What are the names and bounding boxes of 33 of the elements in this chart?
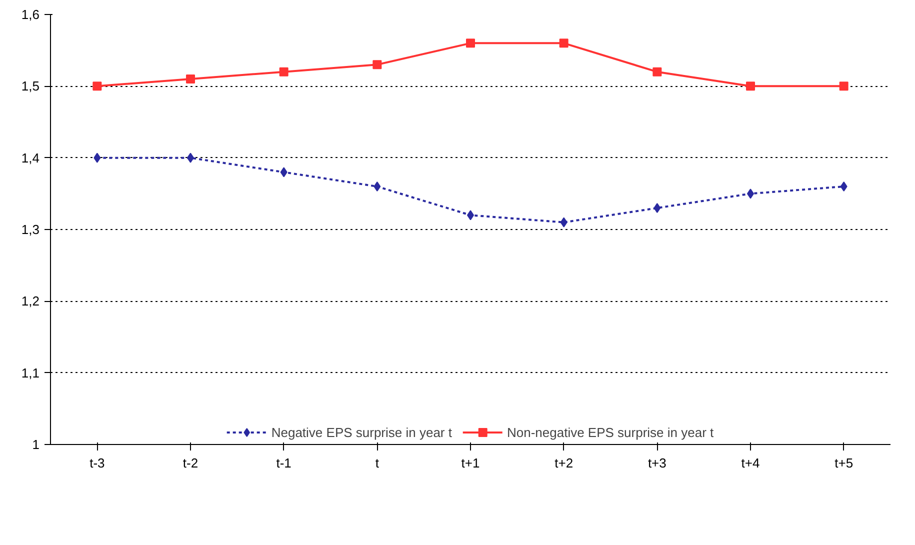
x-tick-label: t+4 (741, 456, 760, 470)
point (280, 167, 288, 178)
point (374, 182, 381, 192)
x-tick-label: t (375, 456, 380, 470)
point (279, 67, 288, 76)
x-tick-label: t-2 (182, 456, 198, 470)
point (746, 82, 755, 91)
x-tick-label: t-1 (276, 456, 292, 470)
x-tick-label: t+3 (648, 456, 666, 470)
point (652, 67, 662, 76)
point (559, 38, 568, 48)
x-tick-label: t+2 (554, 456, 574, 470)
x-tick-label: t+1 (461, 456, 480, 470)
point (186, 74, 195, 84)
point (560, 217, 568, 228)
point (94, 152, 101, 163)
point (372, 60, 382, 70)
point (840, 182, 848, 192)
point (466, 38, 475, 48)
y-tick-label: 1,3 (21, 222, 40, 237)
y-tick-label: 1,5 (21, 78, 40, 94)
x-tick-label: t+5 (834, 456, 854, 470)
y-tick-label: 1,6 (21, 7, 40, 22)
legend-label: Negative EPS surprise in year t (271, 424, 452, 440)
y-tick-label: 1,1 (21, 365, 40, 380)
point (839, 82, 848, 91)
y-tick-label: 1,2 (21, 294, 40, 309)
legend-label: Non-negative EPS surprise in year t (506, 424, 714, 440)
point (92, 82, 102, 91)
y-tick-label: 1,4 (21, 150, 40, 166)
y-tick-label: 1 (32, 437, 40, 452)
x-tick-label: t-3 (90, 456, 105, 470)
point (654, 203, 661, 213)
